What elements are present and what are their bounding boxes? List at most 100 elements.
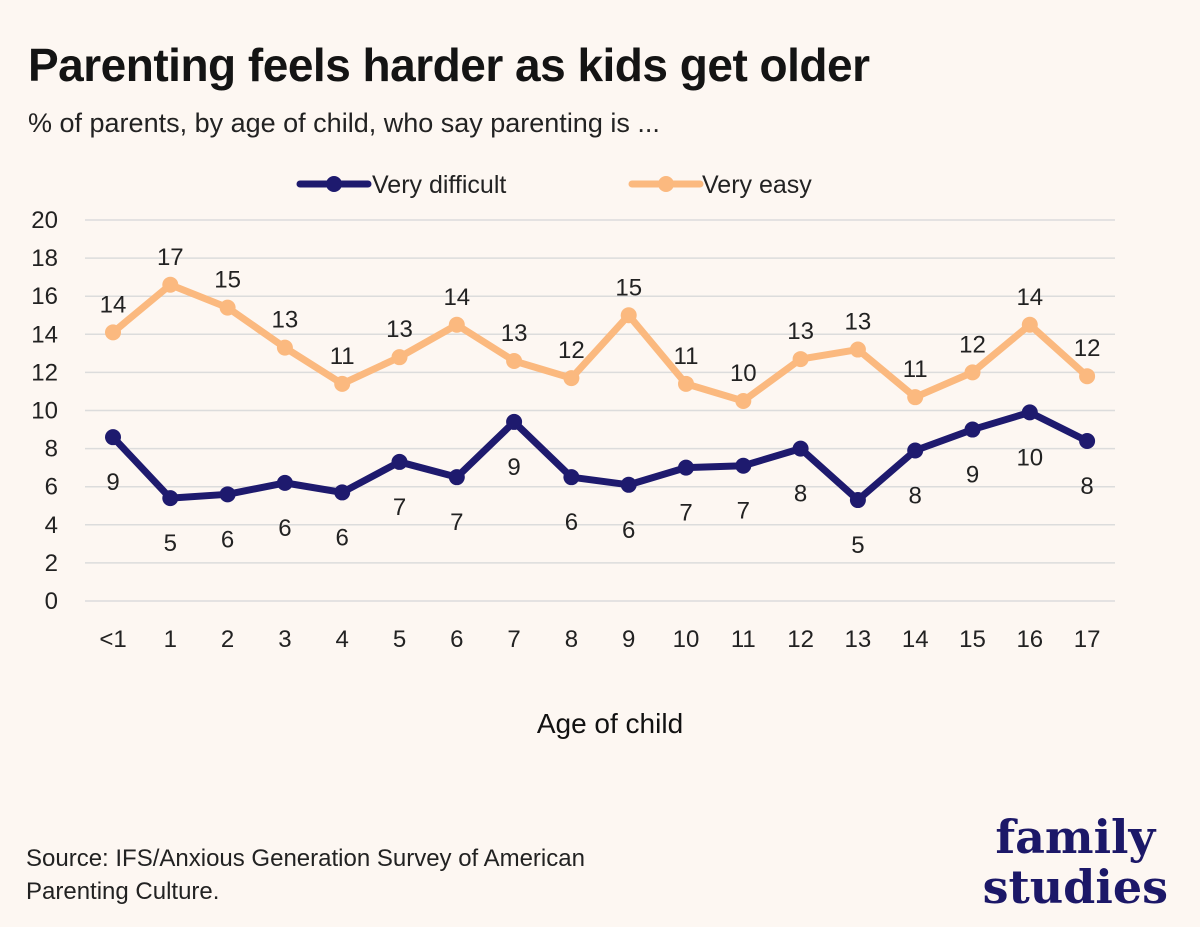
data-label: 9 [966, 462, 979, 489]
data-label: 12 [1074, 335, 1101, 362]
series-layer: 9 5 6 6 6 7 7 9 6 6 7 7 8 5 8 9 10 8 14 17 15 13 11 13 14 13 12 15 1… [100, 244, 1101, 559]
data-point [792, 351, 809, 368]
family-studies-logo: family studies [983, 812, 1168, 912]
data-label: 12 [959, 331, 986, 358]
y-tick-label: 16 [31, 283, 58, 310]
x-tick-label: 9 [622, 626, 635, 653]
data-label: 11 [330, 343, 355, 370]
data-label: 13 [386, 316, 413, 343]
data-point [162, 490, 179, 507]
x-tick-label: <1 [99, 626, 126, 653]
x-tick-label: 7 [507, 626, 520, 653]
legend-marker [326, 176, 342, 192]
data-label: 9 [507, 454, 520, 481]
logo-line-1: family [995, 810, 1156, 864]
y-tick-label: 10 [31, 398, 58, 425]
x-tick-label: 11 [731, 626, 756, 653]
data-point [907, 389, 924, 406]
data-point [391, 349, 408, 366]
y-tick-label: 2 [45, 550, 58, 577]
data-point [1021, 404, 1038, 421]
data-label: 14 [100, 291, 127, 318]
x-tick-label: 12 [787, 626, 814, 653]
legend: Very difficult Very easy [296, 171, 812, 199]
y-axis-ticks: 0 2 4 6 8 10 12 14 16 18 20 [31, 207, 58, 615]
x-tick-label: 8 [565, 626, 578, 653]
data-point [105, 324, 121, 341]
source-note: Source: IFS/Anxious Generation Survey of… [26, 845, 585, 905]
data-label: 14 [1016, 284, 1043, 311]
series-line-very-easy [109, 281, 1091, 405]
y-tick-label: 6 [45, 474, 58, 501]
data-label: 6 [622, 517, 635, 544]
data-point [162, 276, 179, 293]
data-point [964, 364, 981, 381]
data-label: 8 [794, 481, 807, 508]
y-tick-label: 12 [31, 359, 58, 386]
data-point [334, 484, 351, 501]
data-point [792, 440, 809, 457]
data-point [563, 370, 580, 387]
data-point [678, 375, 694, 392]
data-label: 5 [164, 530, 177, 557]
y-tick-label: 0 [45, 588, 58, 615]
data-point [849, 341, 866, 358]
legend-label: Very easy [702, 171, 812, 199]
data-point [448, 316, 465, 333]
data-label: 7 [737, 498, 750, 525]
data-label: 10 [730, 360, 757, 387]
x-tick-label: 16 [1016, 626, 1043, 653]
x-tick-label: 17 [1074, 626, 1101, 653]
data-label: 6 [565, 509, 578, 536]
x-tick-label: 6 [450, 626, 463, 653]
y-tick-label: 14 [31, 321, 58, 348]
data-label: 12 [558, 337, 585, 364]
data-label: 13 [787, 318, 814, 345]
x-tick-label: 13 [845, 626, 872, 653]
data-label: 9 [106, 469, 119, 496]
data-point [506, 352, 523, 369]
x-tick-label: 5 [393, 626, 406, 653]
data-point [448, 469, 465, 486]
x-axis-ticks: <1 1 2 3 4 5 6 7 8 9 10 11 12 13 14 15 16 17 [99, 626, 1100, 653]
logo-line-2: studies [982, 860, 1168, 914]
y-tick-label: 20 [31, 207, 58, 234]
legend-label: Very difficult [372, 171, 506, 199]
data-label: 7 [679, 500, 692, 527]
data-point [391, 453, 408, 470]
data-label: 10 [1016, 444, 1043, 471]
series-line-very-difficult [109, 408, 1091, 504]
data-point [620, 307, 637, 324]
data-point [678, 459, 694, 476]
data-label: 15 [615, 274, 642, 301]
data-point [1079, 432, 1096, 449]
data-label: 13 [845, 309, 872, 336]
data-point [506, 413, 523, 430]
data-label: 11 [903, 356, 928, 383]
data-label: 13 [501, 320, 528, 347]
data-point [1021, 316, 1038, 333]
data-point [849, 492, 866, 509]
data-point [735, 392, 752, 409]
data-point [964, 421, 981, 438]
data-point [276, 474, 293, 491]
data-label: 17 [157, 244, 184, 271]
x-tick-label: 1 [164, 626, 177, 653]
data-label: 6 [336, 524, 349, 551]
y-tick-label: 8 [45, 436, 58, 463]
data-label: 8 [909, 483, 922, 510]
data-point [563, 469, 580, 486]
x-tick-label: 3 [278, 626, 291, 653]
data-point [276, 339, 293, 356]
data-point [105, 429, 121, 446]
data-label: 13 [272, 307, 299, 334]
chart-subtitle: % of parents, by age of child, who say p… [28, 108, 660, 138]
data-label: 6 [278, 515, 291, 542]
data-point [735, 457, 752, 474]
gridlines [85, 219, 1115, 602]
data-point [907, 442, 924, 459]
data-point [219, 299, 236, 316]
legend-marker [658, 176, 674, 192]
data-point [1079, 368, 1096, 385]
